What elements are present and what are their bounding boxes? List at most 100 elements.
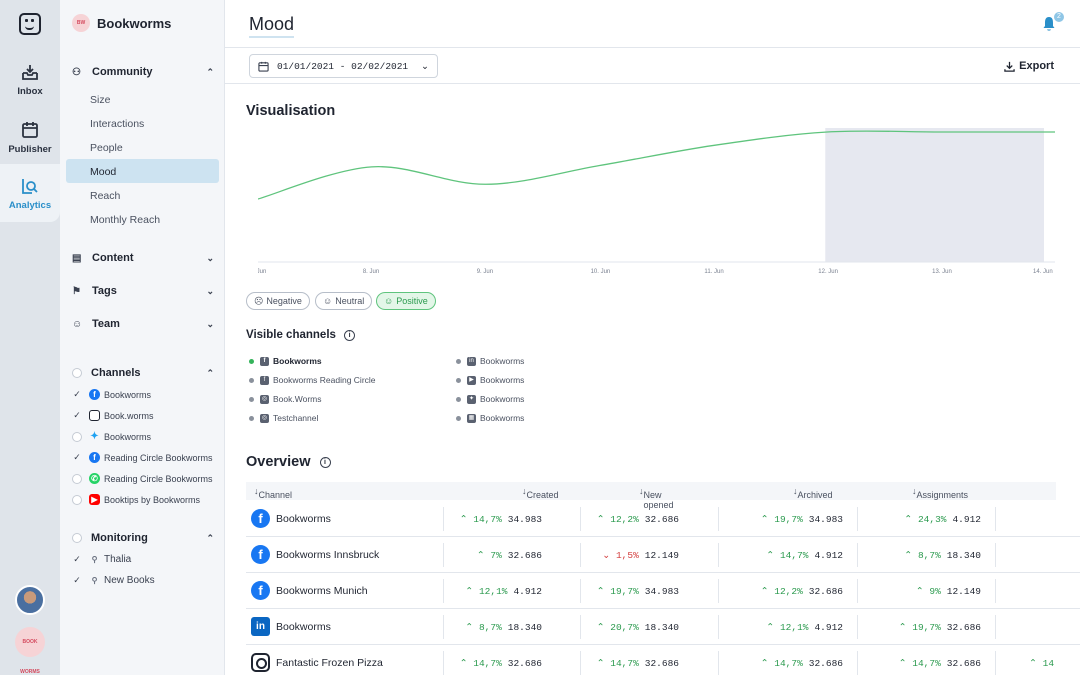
channel-item[interactable]: ✓ Book.worms (72, 410, 220, 421)
export-button[interactable]: Export (1004, 60, 1054, 72)
metric-value: 32.686 (507, 550, 542, 561)
column-archived[interactable]: ↓ Archived (793, 486, 833, 500)
trend-percent: 19,7% (610, 586, 639, 597)
visible-channel-item[interactable]: f Bookworms Reading Circle (249, 375, 376, 385)
metric-value: 34.983 (808, 514, 843, 525)
section-label: Channels (91, 367, 141, 379)
x-tick-label: 10. Jun (591, 269, 611, 275)
sidebar-item-monthly-reach[interactable]: Monthly Reach (90, 214, 161, 226)
column-divider (580, 651, 581, 675)
monitoring-select-all-checkbox[interactable] (72, 533, 82, 543)
sidebar-item-reach[interactable]: Reach (90, 190, 121, 202)
filter-positive[interactable]: ☺ Positive (376, 292, 436, 310)
column-new-opened[interactable]: ↓ New opened (639, 486, 674, 510)
download-icon (1004, 61, 1015, 72)
column-divider (995, 579, 996, 603)
chevron-up-icon: ⌃ (206, 66, 214, 77)
column-assignments[interactable]: ↓ Assignments (912, 486, 969, 500)
column-divider (718, 507, 719, 531)
checkbox-checked[interactable]: ✓ (73, 575, 81, 585)
mood-line-chart[interactable]: 7. Jun 8. Jun 9. Jun 10. Jun 11. Jun 12. Jun 1… (258, 124, 1058, 279)
info-icon[interactable]: i (344, 330, 356, 341)
facebook-icon: f (89, 452, 100, 463)
checkbox-unchecked[interactable] (72, 473, 82, 484)
section-team[interactable]: ☺ Team ⌄ (72, 318, 214, 330)
visible-channel-item[interactable]: in Bookworms (456, 356, 524, 366)
visible-channel-item[interactable]: ✦ Bookworms (456, 394, 524, 404)
section-community[interactable]: ⚇ Community ⌃ (72, 66, 214, 78)
checkbox-unchecked[interactable] (72, 431, 82, 442)
checkbox-checked[interactable]: ✓ (73, 554, 81, 564)
channel-item[interactable]: ▶ Booktips by Bookworms (72, 494, 220, 505)
rail-item-inbox[interactable]: Inbox (0, 62, 60, 97)
table-row[interactable]: f Bookworms Munich ⌃ 12,1% 4.912 ⌃ 19,7% 34.9… (246, 573, 1080, 609)
visible-channel-item[interactable]: ◎ Testchannel (249, 413, 318, 423)
section-monitoring[interactable]: Monitoring ⌃ (72, 532, 214, 544)
metric-value: 18.340 (946, 550, 981, 561)
column-label: Archived (797, 490, 833, 500)
channel-name: Bookworms (480, 413, 525, 423)
trend-percent: 12,2% (774, 586, 803, 597)
checkbox-checked[interactable]: ✓ (73, 389, 81, 399)
visible-channel-item[interactable]: ▦ Bookworms (456, 413, 524, 423)
channel-item[interactable]: ✓ f Bookworms (72, 389, 220, 400)
chevron-up-icon: ⌃ (760, 586, 775, 597)
overview-title: Overview (246, 454, 311, 470)
instagram-icon (251, 653, 270, 672)
user-avatar[interactable] (15, 585, 45, 615)
analytics-icon (22, 179, 38, 194)
chevron-down-icon: ⌄ (206, 318, 214, 329)
sidebar-item-mood[interactable]: Mood (90, 166, 117, 178)
section-channels[interactable]: Channels ⌃ (72, 367, 214, 379)
section-title-visible-channels: Visible channels i (246, 329, 356, 341)
info-icon[interactable]: i (319, 457, 331, 468)
rail-item-publisher[interactable]: Publisher (0, 120, 60, 155)
date-range-picker[interactable]: 01/01/2021 - 02/02/2021 ⌄ (249, 54, 438, 78)
checkbox-checked[interactable]: ✓ (73, 410, 81, 420)
chevron-down-icon: ⌄ (206, 252, 214, 263)
sidebar-item-people[interactable]: People (90, 142, 123, 154)
visible-channel-item[interactable]: ◎ Book.Worms (249, 394, 322, 404)
metric-value: 12.149 (946, 586, 981, 597)
column-created[interactable]: ↓ Created (522, 486, 559, 500)
channels-select-all-checkbox[interactable] (72, 368, 82, 378)
table-row[interactable]: in Bookworms ⌃ 8,7% 18.340 ⌃ 20,7% 18.340 ⌃ 12… (246, 609, 1080, 645)
sidebar-item-interactions[interactable]: Interactions (90, 118, 145, 130)
rail-item-analytics[interactable]: Analytics (0, 176, 60, 211)
table-row[interactable]: f Bookworms ⌃ 14,7% 34.983 ⌃ 12,2% 32.686 ⌃ 19… (246, 501, 1080, 537)
metric-value: 4.912 (952, 514, 981, 525)
checkbox-unchecked[interactable] (72, 494, 82, 505)
workspace-logo: BW (72, 14, 90, 32)
channel-item[interactable]: ✆ Reading Circle Bookworms (72, 473, 220, 484)
monitoring-item[interactable]: ✓ ⚲ New Books (72, 575, 220, 586)
table-row[interactable]: Fantastic Frozen Pizza ⌃ 14,7% 32.686 ⌃ 14,… (246, 645, 1080, 675)
section-tags[interactable]: ⚑ Tags ⌄ (72, 285, 214, 297)
section-label: Content (92, 252, 134, 264)
trend-percent: 14,7% (473, 658, 502, 669)
monitoring-item[interactable]: ✓ ⚲ Thalia (72, 554, 220, 565)
table-row[interactable]: f Bookworms Innsbruck ⌃ 7% 32.686 ⌄ 1,5% 12.1… (246, 537, 1080, 573)
brand-badge[interactable]: BOOK WORMS (15, 627, 45, 675)
workspace-switcher[interactable]: BW Bookworms (72, 14, 171, 32)
column-divider (580, 579, 581, 603)
channel-item[interactable]: ✓ f Reading Circle Bookworms (72, 452, 220, 463)
visible-channel-item[interactable]: f Bookworms (249, 356, 322, 366)
filter-negative[interactable]: ☹ Negative (246, 292, 310, 310)
trend-up: ⌃ 19,7% (899, 622, 941, 633)
app-logo-icon[interactable] (19, 13, 41, 35)
section-label: Team (92, 318, 120, 330)
metric-cell: ⌃ 14,7% 32.686 (460, 658, 542, 669)
section-content[interactable]: ▤ Content ⌄ (72, 252, 214, 264)
checkbox-checked[interactable]: ✓ (73, 452, 81, 462)
facebook-icon: f (260, 356, 269, 366)
metric-value: 18.340 (644, 622, 679, 633)
column-label: Assignments (916, 490, 969, 500)
visible-channel-item[interactable]: ▶ Bookworms (456, 375, 524, 385)
sidebar-item-size[interactable]: Size (90, 94, 111, 106)
bell-icon[interactable] (1042, 16, 1056, 32)
column-divider (443, 543, 444, 567)
column-channel[interactable]: ↓ Channel (254, 486, 293, 500)
channel-item[interactable]: ✦ Bookworms (72, 431, 220, 442)
filter-neutral[interactable]: ☺ Neutral (315, 292, 373, 310)
channel-name: Bookworms (276, 621, 331, 633)
